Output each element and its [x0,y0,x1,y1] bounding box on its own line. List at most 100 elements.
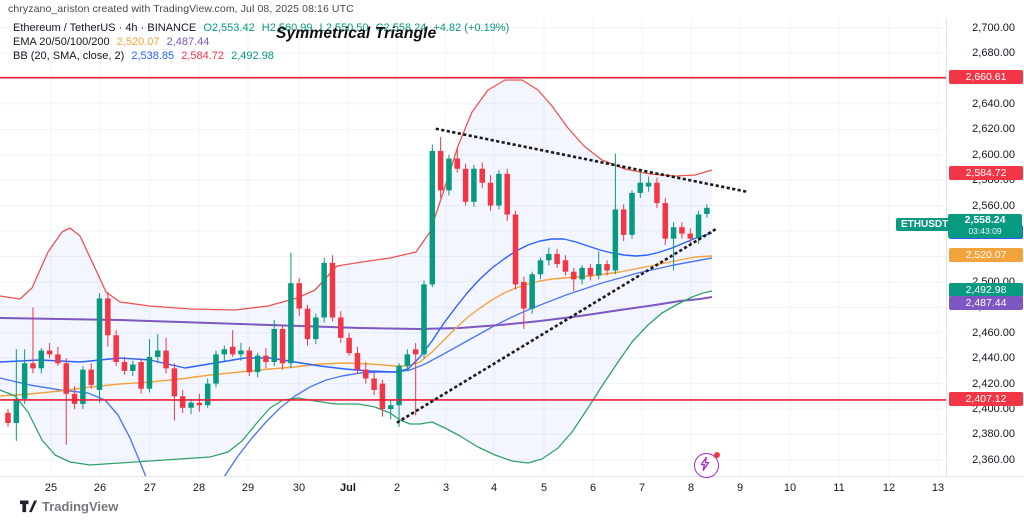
candle-body [13,398,20,424]
candle-body [654,182,660,204]
candle-body [645,182,652,187]
ohlc-low: L2,550.50 [319,22,369,34]
price-tick-label: 2,440.00 [972,352,1015,365]
time-tick-label: 30 [292,482,306,494]
candle-body [437,150,444,191]
time-axis[interactable]: 25 26 27 28 29 30 Jul 2 3 4 5 6 7 8 9 10 11 12 13 [0,476,1024,499]
time-tick-label: 9 [736,482,744,494]
candle-body [604,264,610,271]
bar-countdown: 03:43:09 [968,226,1002,236]
candlestick-chart-canvas[interactable] [0,18,946,476]
time-tick-label: 8 [687,482,695,494]
candle-body [512,214,519,285]
candle-body [504,173,510,215]
last-price-value: 2,558.24 [964,214,1006,226]
triangle-lower-trendline[interactable] [396,227,718,424]
bb-lower-line [0,290,713,466]
price-tick-label: 2,600.00 [972,148,1015,161]
candle-body [179,396,186,408]
candle-body [21,363,28,399]
time-tick-label: 12 [882,482,896,494]
candle-body [5,412,11,424]
candle-body [396,365,402,406]
candle-body [529,274,535,309]
interval-label[interactable]: 4h [125,22,138,34]
candle-body [171,368,178,397]
candle-body [679,227,685,234]
bb-upper-line [0,79,713,311]
time-tick-label: 2 [393,482,401,494]
ema200-line [0,296,713,330]
candle-body [338,317,344,338]
candle-body [670,227,677,239]
candle-body [46,350,53,355]
chart-legend[interactable]: Ethereum / TetherUS · 4h · BINANCE O2,55… [13,22,509,64]
candle-body [637,182,644,193]
tradingview-logo[interactable]: TradingView [20,499,118,514]
time-tick-label: Jul [340,482,356,494]
chart-plot-area[interactable] [0,18,946,476]
candle-body [571,271,577,280]
symmetrical-triangle-annotation[interactable]: Symmetrical Triangle [276,25,437,42]
candle-body [113,335,119,362]
separator: · [118,22,123,34]
ohlc-close: C2,558.24 [375,22,427,34]
time-tick-label: 26 [93,482,107,494]
quick-trade-flash-button[interactable] [694,452,720,478]
lightning-icon [700,456,710,471]
time-tick-label: 28 [192,482,206,494]
candle-body [554,253,560,265]
candle-body [138,361,144,389]
candle-body [404,354,411,366]
ema-indicator-label[interactable]: EMA 20/50/100/200 [13,36,110,48]
price-level-badge: 2,660.61 [949,69,1023,84]
candle-body [288,283,294,364]
legend-symbol-row[interactable]: Ethereum / TetherUS · 4h · BINANCE O2,55… [13,22,509,36]
triangle-upper-trendline[interactable] [435,127,750,194]
candle-body [354,353,361,370]
candle-body [55,354,61,364]
time-tick-label: 6 [589,482,597,494]
candle-body [412,349,419,355]
bb-indicator-label[interactable]: BB (20, SMA, close, 2) [13,50,125,62]
legend-ema-row[interactable]: EMA 20/50/100/200 2,520.07 2,487.44 [13,36,509,50]
price-level-badge: 2,584.72 [949,166,1023,181]
legend-bb-row[interactable]: BB (20, SMA, close, 2) 2,538.85 2,584.72… [13,50,509,64]
candle-body [155,350,161,357]
bb-basis-value: 2,538.85 [131,50,175,62]
candle-body [221,349,228,355]
candle-body [96,298,103,390]
candle-body [163,350,169,369]
candle-body [238,350,244,355]
candle-body [38,350,45,369]
bb-lower-value: 2,492.98 [231,50,274,62]
candle-body [446,158,452,191]
time-tick-label: 5 [540,482,548,494]
bollinger-band-fill [0,80,712,465]
candle-body [454,158,461,169]
ema-mid-line [0,257,713,476]
tradingview-mark-icon [20,500,37,513]
candle-body [271,328,277,362]
candle-body [304,308,311,340]
price-tick-label: 2,680.00 [972,47,1015,60]
candle-body [263,355,269,362]
candle-body [371,378,377,390]
candle-body [612,209,619,271]
exchange-label: BINANCE [147,22,197,34]
candle-body [479,168,485,183]
price-tick-label: 2,560.00 [972,199,1015,212]
candle-body [620,209,627,235]
candle-body [105,298,111,336]
price-axis[interactable]: 2,700.00 2,680.00 2,640.00 2,620.00 2,600.00… [946,18,1024,476]
price-tick-label: 2,360.00 [972,453,1015,466]
candle-body [63,363,69,394]
candle-body [254,355,261,373]
candle-body [88,369,94,385]
attribution-text: chryzano_ariston created with TradingVie… [8,3,354,15]
candle-body [346,337,352,354]
ema20-value: 2,520.07 [116,36,160,48]
symbol-title[interactable]: Ethereum / TetherUS [13,22,116,34]
candle-body [379,383,386,410]
